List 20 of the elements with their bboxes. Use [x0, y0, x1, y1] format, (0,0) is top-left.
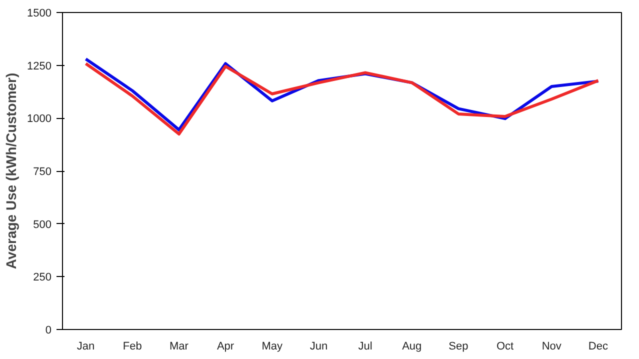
y-tick-label: 1000 — [27, 113, 52, 126]
x-tick-label: Aug — [402, 340, 422, 352]
x-tick-label: Apr — [216, 340, 234, 352]
y-tick-label: 0 — [45, 324, 52, 336]
y-tick-label: 250 — [33, 272, 52, 284]
y-tick-label: 1250 — [27, 60, 52, 72]
x-tick-label: Feb — [122, 340, 142, 352]
x-tick-label: Mar — [169, 340, 189, 352]
y-tick-label: 750 — [33, 166, 52, 178]
y-axis-title: Average Use (kWh/Customer) — [3, 72, 20, 270]
x-tick-label: Nov — [542, 340, 562, 352]
x-tick-label: Sep — [448, 340, 468, 352]
x-tick-label: Jul — [358, 340, 372, 352]
y-tick-label: 1500 — [27, 8, 52, 20]
x-tick-label: Dec — [588, 340, 608, 352]
x-tick-label: Oct — [496, 340, 514, 352]
x-tick-label: May — [262, 340, 284, 352]
x-tick-label: Jun — [310, 340, 328, 352]
y-tick-label: 500 — [33, 218, 52, 231]
x-tick-label: Jan — [76, 340, 95, 352]
